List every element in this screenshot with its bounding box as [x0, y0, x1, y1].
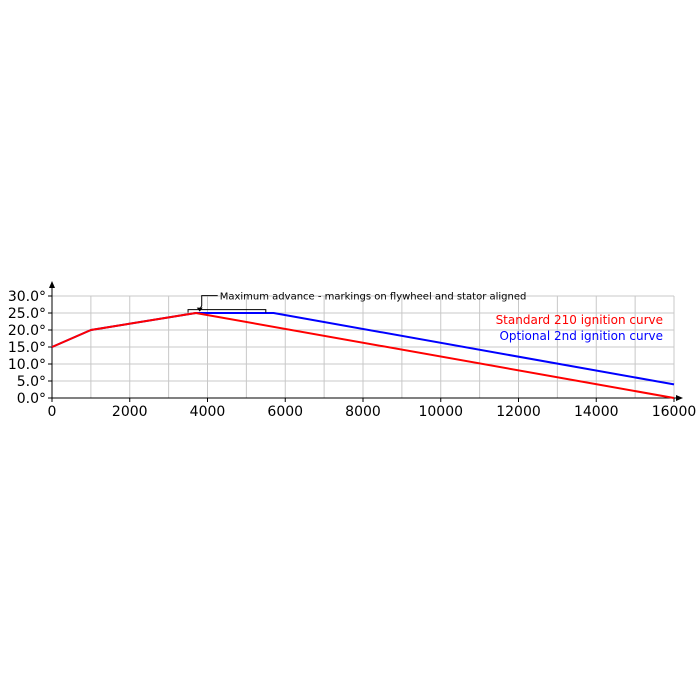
y-tick-label: 15.0°: [8, 340, 46, 356]
y-tick-label: 10.0°: [8, 357, 46, 373]
grid: [52, 295, 675, 398]
x-axis-ticks: 0 2000 4000 6000 8000 10000 12000 14000 16000: [48, 398, 697, 420]
x-tick-label: 16000: [652, 404, 697, 420]
series-line-1: [51, 312, 675, 399]
x-tick-label: 2000: [112, 404, 148, 420]
annotation-bracket: [187, 309, 267, 313]
annotation-leader: [199, 295, 218, 310]
series-group: [51, 312, 675, 399]
y-tick-label: 5.0°: [17, 374, 46, 390]
x-tick-label: 12000: [496, 404, 541, 420]
x-tick-label: 0: [48, 404, 57, 420]
x-tick-label: 4000: [190, 404, 226, 420]
y-tick-label: 0.0°: [17, 391, 46, 407]
legend-entry-1: Standard 210 ignition curve: [496, 313, 663, 327]
x-tick-label: 6000: [267, 404, 303, 420]
annotation-text: Maximum advance - markings on flywheel a…: [220, 292, 527, 303]
y-tick-label: 30.0°: [8, 289, 46, 305]
annotation: Maximum advance - markings on flywheel a…: [187, 292, 527, 313]
y-tick-label: 20.0°: [8, 323, 46, 339]
y-axis-ticks: 0.0°5.0°10.0°15.0°20.0°25.0°30.0°: [8, 289, 52, 407]
y-tick-label: 25.0°: [8, 306, 46, 322]
y-axis-arrow: [49, 281, 55, 288]
x-tick-label: 14000: [574, 404, 619, 420]
x-axis-arrow: [676, 395, 683, 401]
legend: Standard 210 ignition curve Optional 2nd …: [496, 313, 663, 343]
axes: [49, 281, 683, 401]
legend-entry-2: Optional 2nd ignition curve: [499, 329, 663, 343]
x-tick-label: 8000: [345, 404, 381, 420]
annotation-arrow: [196, 307, 203, 312]
x-tick-label: 10000: [418, 404, 463, 420]
